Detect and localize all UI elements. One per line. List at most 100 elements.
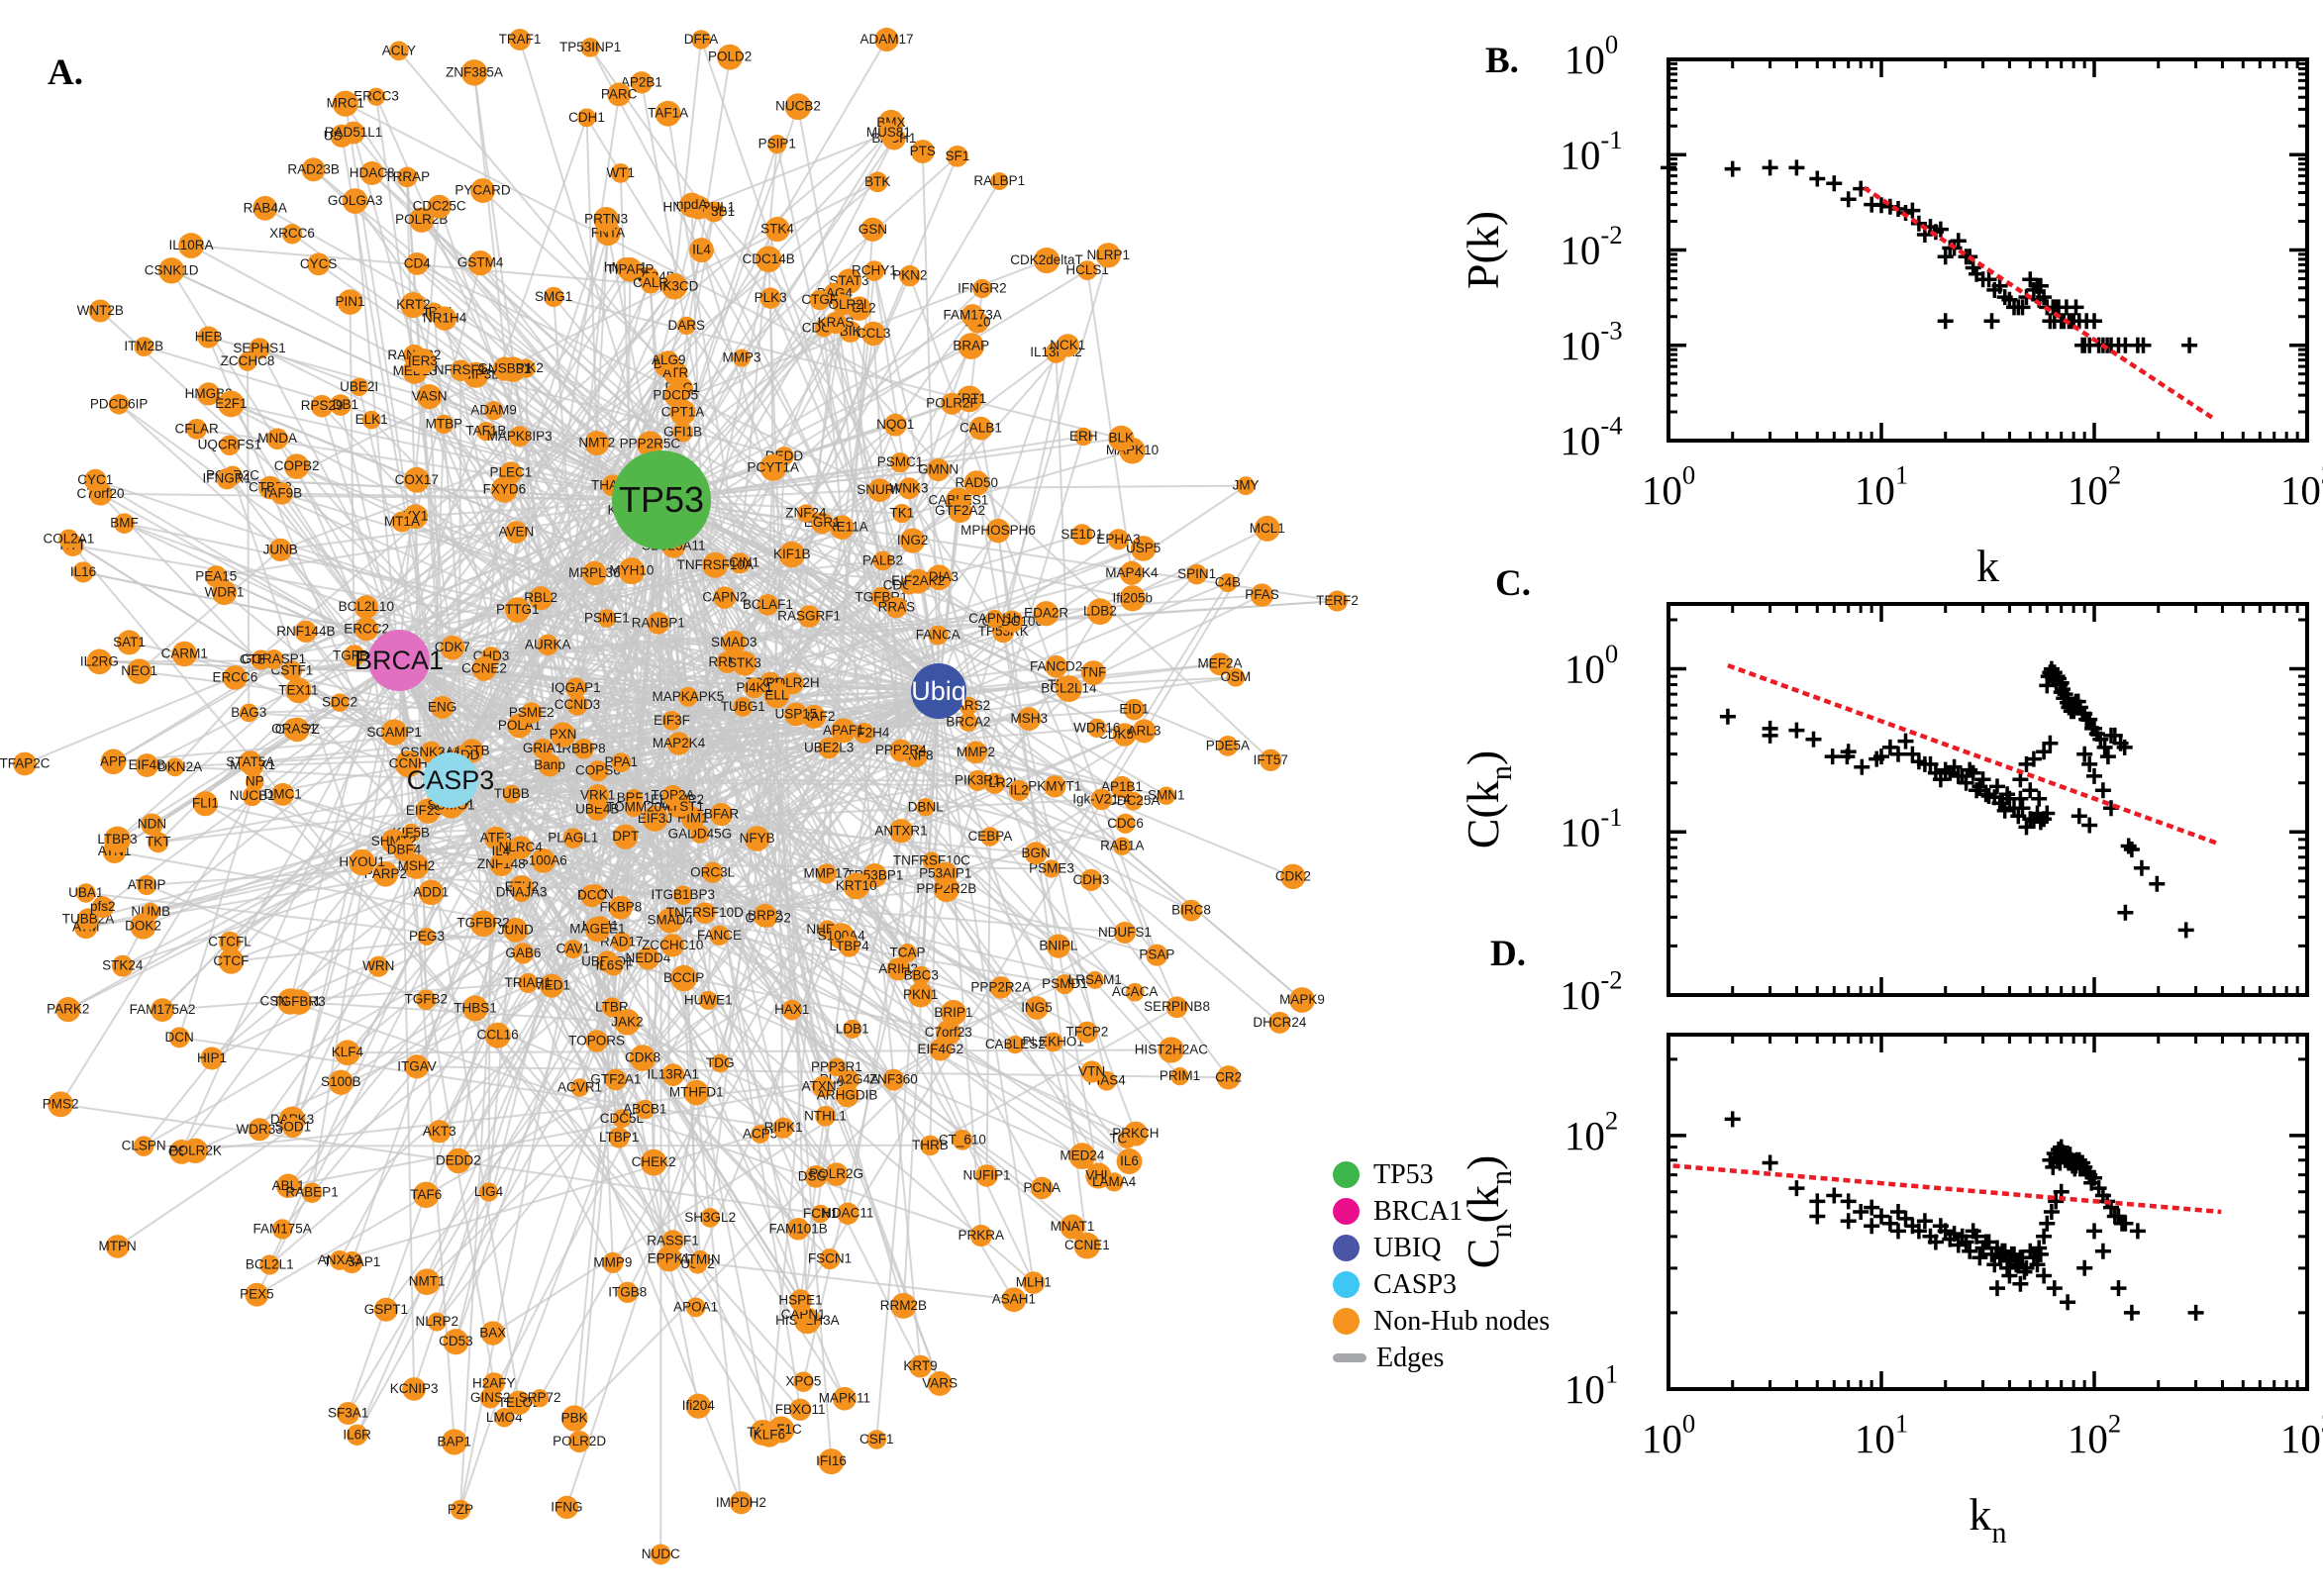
network-node[interactable] [343, 645, 365, 667]
network-node[interactable] [171, 641, 198, 667]
network-node[interactable] [1068, 1143, 1096, 1170]
hub-node-tp53[interactable] [612, 450, 711, 549]
network-node[interactable] [428, 1120, 452, 1144]
network-node[interactable] [702, 861, 724, 883]
network-node[interactable] [470, 178, 495, 203]
network-node[interactable] [538, 753, 561, 777]
network-node[interactable] [624, 798, 644, 818]
network-node[interactable] [1045, 654, 1067, 678]
network-node[interactable] [890, 1292, 917, 1319]
network-node[interactable] [531, 1389, 550, 1408]
network-node[interactable] [888, 819, 914, 844]
network-node[interactable] [570, 1078, 589, 1097]
network-node[interactable] [656, 1246, 682, 1272]
network-node[interactable] [1130, 536, 1157, 561]
network-node[interactable] [219, 931, 241, 953]
network-node[interactable] [389, 41, 409, 61]
network-node[interactable] [732, 349, 752, 367]
network-node[interactable] [544, 286, 564, 307]
network-node[interactable] [529, 586, 554, 611]
network-node[interactable] [698, 990, 718, 1010]
network-node[interactable] [281, 224, 303, 245]
network-node[interactable] [310, 394, 334, 418]
network-node[interactable] [929, 1038, 953, 1061]
network-node[interactable] [1022, 1271, 1046, 1294]
network-node[interactable] [618, 257, 643, 282]
network-node[interactable] [568, 1431, 591, 1453]
network-node[interactable] [1042, 859, 1061, 878]
network-node[interactable] [114, 513, 135, 534]
network-node[interactable] [872, 550, 893, 571]
network-node[interactable] [608, 1127, 630, 1148]
network-node[interactable] [77, 908, 99, 931]
network-node[interactable] [415, 798, 442, 824]
network-node[interactable] [506, 1390, 532, 1416]
network-node[interactable] [878, 122, 899, 144]
network-node[interactable] [969, 1224, 992, 1247]
network-node[interactable] [816, 863, 837, 884]
network-node[interactable] [854, 722, 874, 744]
network-node[interactable] [479, 1387, 501, 1409]
network-node[interactable] [1226, 667, 1246, 687]
network-node[interactable] [508, 29, 531, 50]
network-node[interactable] [1113, 837, 1132, 855]
network-node[interactable] [200, 1047, 224, 1070]
network-node[interactable] [337, 289, 363, 315]
network-node[interactable] [342, 121, 365, 145]
network-node[interactable] [700, 1208, 720, 1228]
network-node[interactable] [1033, 247, 1060, 274]
network-node[interactable] [508, 836, 533, 860]
network-node[interactable] [899, 264, 921, 287]
network-node[interactable] [602, 1251, 624, 1273]
network-node[interactable] [413, 1181, 440, 1209]
hub-node-ubiq[interactable] [911, 663, 966, 719]
network-node[interactable] [359, 160, 384, 185]
network-node[interactable] [467, 250, 493, 276]
network-node[interactable] [394, 750, 422, 778]
network-node[interactable] [985, 609, 1004, 629]
network-node[interactable] [584, 916, 611, 943]
network-node[interactable] [629, 1045, 656, 1071]
network-node[interactable] [133, 1136, 154, 1156]
network-node[interactable] [91, 896, 114, 919]
network-node[interactable] [13, 751, 37, 776]
network-node[interactable] [729, 1491, 753, 1515]
network-node[interactable] [573, 738, 594, 759]
network-node[interactable] [1146, 944, 1168, 966]
network-node[interactable] [271, 1219, 293, 1240]
network-node[interactable] [509, 426, 531, 448]
network-node[interactable] [503, 917, 529, 943]
network-node[interactable] [1080, 660, 1106, 686]
network-node[interactable] [916, 798, 935, 817]
network-node[interactable] [58, 529, 79, 549]
network-node[interactable] [927, 1370, 953, 1396]
network-node[interactable] [1170, 1067, 1189, 1086]
network-node[interactable] [618, 557, 646, 585]
network-node[interactable] [1280, 863, 1306, 890]
network-node[interactable] [263, 649, 284, 670]
network-node[interactable] [582, 560, 607, 586]
network-node[interactable] [403, 853, 430, 879]
network-node[interactable] [217, 390, 245, 418]
network-node[interactable] [330, 693, 350, 712]
network-node[interactable] [1071, 524, 1093, 546]
network-node[interactable] [460, 59, 488, 86]
network-node[interactable] [585, 1030, 608, 1052]
network-node[interactable] [1056, 334, 1079, 357]
network-node[interactable] [1119, 560, 1144, 585]
network-node[interactable] [613, 824, 639, 849]
network-node[interactable] [866, 171, 888, 193]
network-node[interactable] [540, 973, 564, 998]
network-node[interactable] [757, 593, 779, 616]
network-node[interactable] [372, 861, 399, 887]
network-node[interactable] [100, 748, 127, 775]
network-node[interactable] [1326, 590, 1348, 612]
network-node[interactable] [373, 1297, 398, 1322]
network-node[interactable] [504, 521, 528, 544]
network-node[interactable] [72, 561, 94, 583]
network-node[interactable] [105, 1235, 130, 1258]
network-node[interactable] [137, 874, 157, 896]
network-node[interactable] [555, 1495, 579, 1520]
network-node[interactable] [946, 145, 968, 167]
network-node[interactable] [409, 348, 437, 375]
